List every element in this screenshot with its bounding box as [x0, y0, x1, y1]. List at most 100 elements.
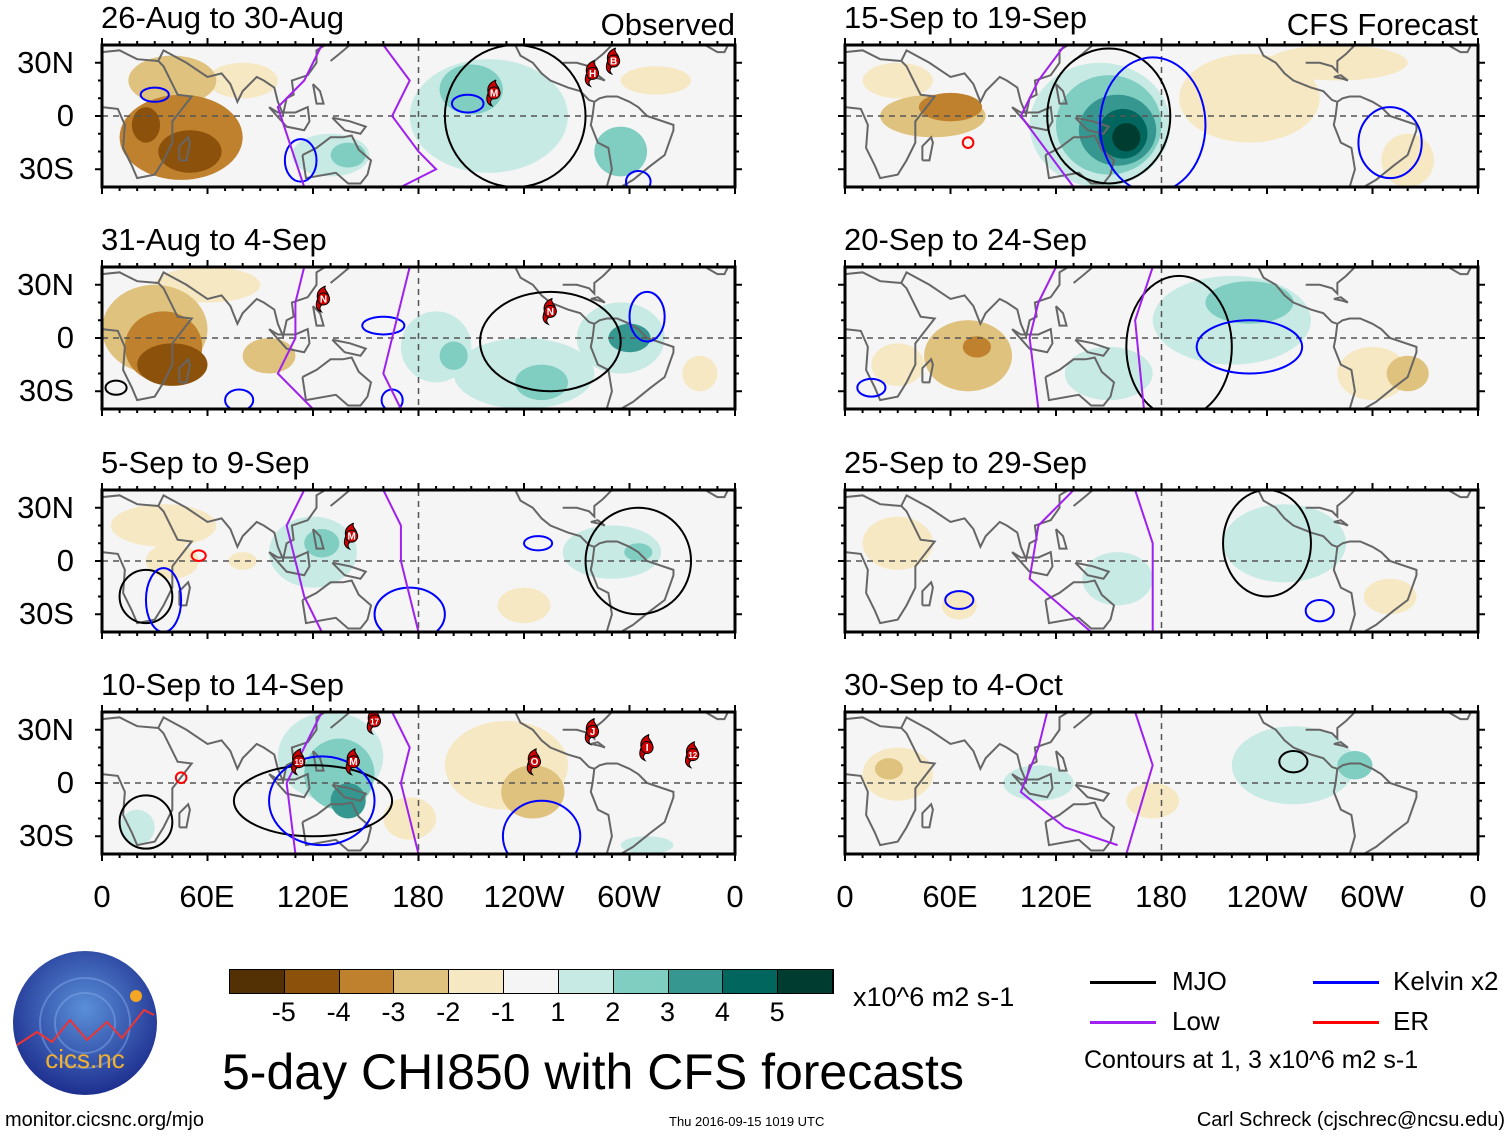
mjo-contour	[479, 290, 622, 393]
colorbar-swatch	[613, 970, 669, 993]
coastline	[178, 135, 191, 162]
er-contour	[961, 136, 975, 149]
mjo-contour	[1278, 750, 1309, 774]
y-tick: 30N	[17, 711, 74, 747]
anomaly-region	[620, 66, 692, 95]
kelvin-contour	[361, 315, 406, 336]
coastline	[312, 528, 325, 550]
low-contour	[382, 45, 438, 187]
panel-title: 31-Aug to 4-Sep	[101, 222, 327, 257]
coastline	[1333, 741, 1349, 749]
anomaly-region	[158, 130, 222, 173]
coastline	[1332, 101, 1356, 187]
er-contour	[174, 771, 188, 785]
anomaly-region	[439, 341, 468, 370]
coastline	[1074, 338, 1111, 357]
coastline	[1072, 267, 1094, 284]
panel-title: 30-Sep to 4-Oct	[844, 667, 1063, 702]
coastline	[1333, 296, 1349, 304]
colorbar-tick: 3	[660, 997, 676, 1027]
storm-label: M	[349, 757, 357, 768]
tropical-cyclone-marker: O	[526, 748, 542, 776]
colorbar-tick: 4	[714, 997, 730, 1027]
tropical-cyclone-marker: 19	[291, 748, 306, 776]
colorbar-tick: 2	[605, 997, 621, 1027]
anomaly-region	[1386, 355, 1429, 392]
y-tick: 30S	[18, 818, 74, 854]
anomaly-region	[1205, 281, 1294, 324]
anomaly-region	[1082, 552, 1153, 606]
anomaly-region	[131, 107, 161, 143]
coastline	[845, 271, 937, 402]
x-tick: 60W	[1340, 879, 1404, 914]
kelvin-contour	[856, 377, 887, 398]
kelvin-contour	[624, 170, 652, 187]
coastline	[1072, 712, 1094, 729]
coastline	[1074, 116, 1111, 135]
coastline	[1257, 712, 1418, 854]
cics-logo: cics.nc	[13, 951, 157, 1095]
anomaly-region	[497, 587, 551, 624]
tropical-cyclone-marker: B	[605, 47, 621, 76]
coastline	[900, 267, 1069, 340]
coastline	[562, 712, 613, 742]
tropical-cyclone-marker: M	[486, 79, 501, 108]
coastline	[331, 783, 368, 802]
x-tick: 0	[836, 879, 854, 914]
kelvin-contour	[268, 755, 376, 847]
contour-note: Contours at 1, 3 x10^6 m2 s-1	[1084, 1046, 1419, 1074]
coastline	[900, 490, 1069, 563]
legend-label-kelvin: Kelvin x2	[1393, 966, 1499, 996]
x-tick: 120W	[1226, 879, 1308, 914]
kelvin-contour	[139, 86, 170, 103]
coastline	[1332, 546, 1356, 632]
coastline	[1011, 105, 1054, 132]
colorbar-swatch	[723, 970, 779, 993]
panel-title: 5-Sep to 9-Sep	[101, 445, 310, 480]
kelvin-contour	[373, 586, 446, 632]
kelvin-contour	[224, 388, 255, 409]
colorbar-tick: -1	[491, 997, 516, 1027]
coastline	[157, 712, 326, 785]
coastline	[102, 49, 194, 180]
colorbar-swatch	[339, 970, 395, 993]
low-contour	[276, 45, 323, 187]
map-panel: M H B	[95, 38, 742, 194]
legend-swatch-mjo	[1090, 981, 1156, 984]
low-contour	[1019, 45, 1075, 187]
coastline	[921, 802, 934, 829]
coastline	[921, 580, 934, 607]
anomaly-region	[1223, 504, 1347, 583]
map-panel	[838, 38, 1485, 194]
anomaly-region	[1064, 346, 1153, 401]
y-tick: 30N	[17, 266, 74, 302]
map-panel	[838, 260, 1485, 416]
coastline	[268, 772, 311, 799]
storm-label: B	[610, 56, 617, 67]
colorbar-tick: -2	[436, 997, 461, 1027]
coastline	[331, 338, 368, 357]
coastline	[900, 712, 1069, 785]
low-contour	[1019, 712, 1118, 847]
coastline	[1257, 45, 1418, 187]
x-tick: 0	[1469, 879, 1487, 914]
storm-label: 17	[370, 717, 379, 726]
coastline	[102, 716, 194, 847]
mjo-contour	[584, 506, 693, 616]
coastline	[329, 712, 351, 729]
panel-label: Observed	[600, 7, 735, 42]
source-url[interactable]: monitor.cicsnc.org/mjo	[5, 1109, 204, 1131]
coastline	[590, 519, 606, 527]
panel-title: 10-Sep to 14-Sep	[101, 667, 345, 702]
storm-label: M	[490, 88, 498, 99]
colorbar-tick: -3	[381, 997, 406, 1027]
coastline	[514, 45, 675, 187]
coastline	[514, 267, 675, 409]
anomaly-region	[330, 142, 366, 168]
x-tick: 0	[726, 879, 744, 914]
kelvin-contour	[1357, 106, 1423, 180]
coastline	[1055, 305, 1068, 327]
coastline	[301, 801, 373, 852]
coastline	[1333, 519, 1349, 527]
coastline	[589, 546, 613, 632]
